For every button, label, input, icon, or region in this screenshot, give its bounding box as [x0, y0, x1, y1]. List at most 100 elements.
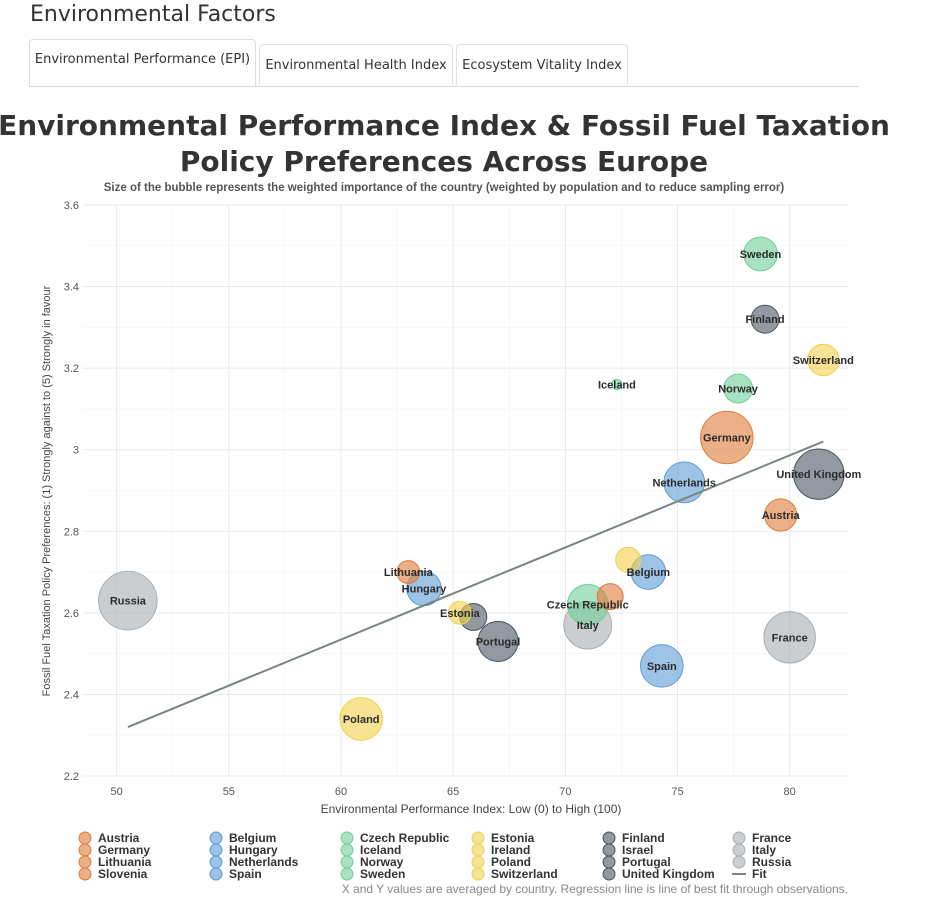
legend-label: Spain [229, 867, 262, 881]
legend-label: Sweden [360, 867, 405, 881]
point-label-germany: Germany [703, 432, 752, 444]
point-label-switzerland: Switzerland [793, 355, 854, 367]
point-label-iceland: Iceland [598, 379, 636, 391]
legend-label: France [752, 831, 792, 845]
x-axis-label: Environmental Performance Index: Low (0)… [321, 802, 622, 816]
tab-environmental-performance[interactable]: Environmental Performance (EPI) [29, 39, 256, 86]
legend-label: Poland [491, 855, 531, 869]
legend-label: Austria [98, 831, 140, 845]
point-label-hungary: Hungary [402, 583, 448, 595]
x-tick-label: 50 [111, 786, 123, 798]
point-label-estonia: Estonia [440, 608, 481, 620]
bubble-spain [639, 644, 684, 688]
legend-swatch [340, 867, 354, 881]
legend-swatch [340, 843, 354, 857]
bubble-united-kingdom [793, 448, 845, 500]
point-label-italy: Italy [577, 620, 600, 632]
bubble-iceland [611, 378, 623, 391]
point-labels: Sweden Finland Switzerland Iceland Norway Ger… [110, 249, 862, 726]
legend-swatch [471, 831, 485, 845]
fit-line [127, 440, 824, 728]
legend-label: Russia [752, 855, 792, 869]
point-label-lithuania: Lithuania [384, 567, 434, 579]
x-tick-label: 70 [559, 786, 571, 798]
point-label-czech-republic: Czech Republic [547, 600, 629, 612]
legend-swatch [602, 843, 616, 857]
legend-swatch [209, 867, 223, 881]
legend-swatch [471, 867, 485, 881]
legend-label: Hungary [229, 843, 278, 857]
legend-label: Finland [622, 831, 665, 845]
tab-bar: Environmental Performance (EPI) Environm… [29, 39, 859, 87]
tab-environmental-health-index[interactable]: Environmental Health Index [259, 44, 453, 85]
bubble-poland [339, 697, 383, 741]
chart-title-line-2: Policy Preferences Across Europe [180, 145, 708, 178]
bubble-lithuania [396, 560, 421, 584]
legend-label: Iceland [360, 843, 401, 857]
y-tick-label: 3.6 [64, 200, 79, 212]
legend-swatch [209, 855, 223, 869]
legend-label: Italy [752, 843, 776, 857]
legend-swatch [732, 831, 746, 845]
x-tick-label: 60 [335, 786, 347, 798]
chart-caption: X and Y values are averaged by country. … [342, 882, 848, 896]
legend-swatch [78, 855, 92, 869]
legend-label: Norway [360, 855, 404, 869]
point-label-norway: Norway [718, 384, 759, 396]
legend-swatch [602, 867, 616, 881]
bubble-portugal [477, 620, 519, 662]
legend-swatch [209, 843, 223, 857]
bubble-germany [700, 410, 754, 465]
legend-label: Lithuania [98, 855, 152, 869]
y-tick-label: 2.4 [64, 689, 79, 701]
legend-label: Portugal [622, 855, 671, 869]
legend-swatch [471, 855, 485, 869]
legend-label: Belgium [229, 831, 276, 845]
chart-subtitle: Size of the bubble represents the weight… [104, 182, 785, 194]
legend-label: Germany [98, 843, 150, 857]
legend-label: Israel [622, 843, 653, 857]
legend-swatch [732, 843, 746, 857]
chart: Environmental Performance Index & Fossil… [0, 109, 890, 896]
point-label-russia: Russia [110, 596, 147, 608]
bubble-netherlands [663, 461, 706, 504]
bubble-ireland [615, 546, 642, 573]
point-label-austria: Austria [762, 510, 801, 522]
y-axis-label: Fossil Fuel Taxation Policy Preferences:… [41, 285, 53, 696]
point-label-finland: Finland [745, 314, 784, 326]
point-label-belgium: Belgium [627, 567, 671, 579]
legend-swatch [340, 831, 354, 845]
bubble-estonia [448, 600, 472, 625]
legend-label: United Kingdom [622, 867, 715, 881]
bubble-norway [723, 373, 753, 404]
bubble-russia [98, 570, 158, 631]
bubble-france [763, 611, 816, 664]
point-label-netherlands: Netherlands [652, 477, 716, 489]
chart-title-line-1: Environmental Performance Index & Fossil… [0, 109, 890, 142]
y-tick-label: 2.2 [64, 771, 79, 783]
legend-swatch [78, 831, 92, 845]
y-tick-label: 2.8 [64, 526, 79, 538]
y-tick-label: 3.2 [64, 363, 79, 375]
tab-ecosystem-vitality-index[interactable]: Ecosystem Vitality Index [456, 44, 628, 85]
legend-label: Ireland [491, 843, 530, 857]
legend-swatch [602, 831, 616, 845]
legend-swatch [209, 831, 223, 845]
point-label-france: France [772, 632, 808, 644]
y-tick-label: 2.6 [64, 608, 79, 620]
legend-swatch [78, 867, 92, 881]
y-tick-label: 3.4 [64, 282, 79, 294]
legend-label-fit: Fit [752, 867, 767, 881]
point-label-portugal: Portugal [476, 636, 521, 648]
point-label-poland: Poland [343, 714, 380, 726]
point-label-spain: Spain [647, 661, 677, 673]
bubble-sweden [743, 236, 778, 272]
fit-line-group [127, 440, 824, 728]
legend-swatch [78, 843, 92, 857]
x-tick-label: 55 [223, 786, 235, 798]
point-label-united-kingdom: United Kingdom [776, 469, 861, 481]
legend-swatch [340, 855, 354, 869]
legend-label: Czech Republic [360, 831, 450, 845]
legend-label: Estonia [491, 831, 535, 845]
